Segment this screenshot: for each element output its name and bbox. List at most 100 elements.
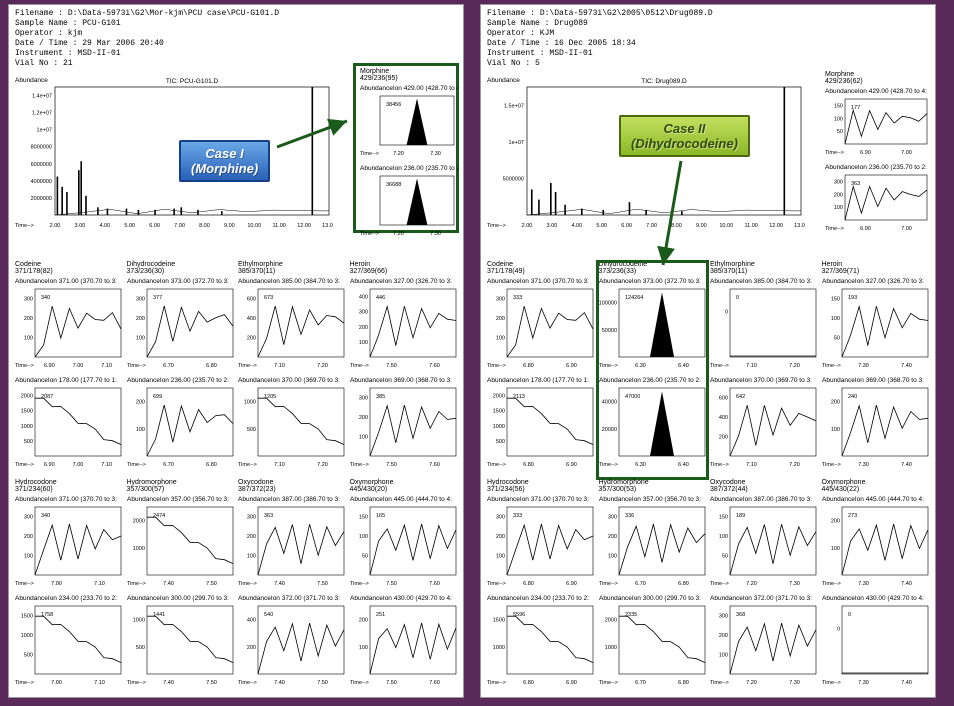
meta-filename: Filename : D:\Data-5973i\G2\Mor-kjm\PCU …	[15, 9, 457, 19]
svg-text:7.30: 7.30	[789, 581, 800, 587]
svg-text:7.30: 7.30	[430, 151, 441, 157]
svg-text:1441: 1441	[153, 612, 165, 618]
svg-text:200: 200	[135, 400, 144, 406]
svg-text:500: 500	[247, 427, 256, 433]
svg-text:1000: 1000	[132, 546, 144, 552]
svg-text:300: 300	[24, 515, 33, 521]
panel-case1: Filename : D:\Data-5973i\G2\Mor-kjm\PCU …	[8, 4, 464, 698]
svg-text:Time-->: Time-->	[360, 231, 379, 237]
subplot-oxycodone: Oxycodone387/372(23)AbundanceIon 387.00 …	[236, 479, 348, 697]
svg-text:12.00: 12.00	[769, 223, 783, 229]
svg-text:1500: 1500	[21, 614, 33, 620]
svg-text:2000: 2000	[604, 618, 616, 624]
subplot-grid-left: Codeine371/178(82)AbundanceIon 371.00 (3…	[13, 261, 459, 697]
svg-text:1000: 1000	[21, 424, 33, 430]
svg-text:AbundanceIon 430.00 (429.70 to: AbundanceIon 430.00 (429.70 to 4:	[822, 595, 924, 602]
meta-operator: Operator : KJM	[487, 29, 929, 39]
svg-text:100: 100	[834, 116, 843, 122]
svg-text:5.00: 5.00	[124, 223, 135, 229]
svg-text:6.70: 6.70	[635, 680, 646, 686]
svg-text:7.50: 7.50	[386, 581, 397, 587]
svg-text:340: 340	[41, 513, 50, 519]
svg-text:100: 100	[834, 205, 843, 211]
svg-text:100: 100	[496, 554, 505, 560]
svg-text:500: 500	[24, 653, 33, 659]
svg-text:300: 300	[607, 515, 616, 521]
svg-text:1205: 1205	[264, 394, 276, 400]
svg-text:100: 100	[358, 645, 367, 651]
svg-text:6.80: 6.80	[678, 581, 689, 587]
svg-text:7.10: 7.10	[94, 581, 105, 587]
arrow-case1	[269, 115, 359, 155]
svg-text:Abundance: Abundance	[15, 77, 48, 84]
svg-text:Time-->: Time-->	[599, 581, 618, 587]
svg-text:AbundanceIon 234.00 (233.70 to: AbundanceIon 234.00 (233.70 to 2:	[15, 595, 117, 602]
svg-text:7.10: 7.10	[746, 363, 757, 369]
svg-text:300: 300	[24, 297, 33, 303]
svg-text:500: 500	[496, 439, 505, 445]
svg-text:100: 100	[135, 336, 144, 342]
callout-line1: Case II	[663, 121, 705, 136]
meta-instrument: Instrument : MSD-II-01	[487, 49, 929, 59]
svg-text:7.50: 7.50	[386, 462, 397, 468]
svg-text:Time-->: Time-->	[599, 462, 618, 468]
svg-text:200: 200	[247, 534, 256, 540]
callout-line2: (Morphine)	[191, 161, 258, 176]
svg-text:200: 200	[24, 316, 33, 322]
meta-sample: Sample Name : PCU-G101	[15, 19, 457, 29]
svg-text:6.90: 6.90	[44, 363, 55, 369]
meta-datetime: Date / Time : 16 Dec 2005 18:34	[487, 39, 929, 49]
subplot-oxymorphone: Oxymorphone445/430(20)AbundanceIon 445.0…	[348, 479, 460, 697]
svg-text:AbundanceIon 369.00 (368.70 to: AbundanceIon 369.00 (368.70 to 3:	[350, 377, 452, 384]
svg-text:40000: 40000	[601, 400, 616, 406]
svg-text:6.70: 6.70	[635, 581, 646, 587]
svg-text:7.20: 7.20	[746, 581, 757, 587]
subplot-dihydrocodeine: Dihydrocodeine373/236(30)AbundanceIon 37…	[125, 261, 237, 479]
svg-text:7.40: 7.40	[163, 680, 174, 686]
svg-text:200: 200	[719, 633, 728, 639]
svg-text:100: 100	[607, 554, 616, 560]
svg-text:AbundanceIon 373.00 (372.70 to: AbundanceIon 373.00 (372.70 to 3:	[599, 278, 701, 285]
svg-text:6.80: 6.80	[523, 680, 534, 686]
svg-text:0: 0	[725, 310, 728, 316]
meta-filename: Filename : D:\Data-5973i\G2\2005\0512\Dr…	[487, 9, 929, 19]
meta-vial: Vial No : 5	[487, 59, 929, 69]
svg-text:AbundanceIon 327.00 (326.70 to: AbundanceIon 327.00 (326.70 to 3:	[822, 278, 924, 285]
svg-text:1000: 1000	[132, 618, 144, 624]
svg-text:500: 500	[135, 645, 144, 651]
svg-text:2113: 2113	[513, 394, 525, 400]
svg-text:300: 300	[834, 179, 843, 185]
svg-text:7.10: 7.10	[274, 363, 285, 369]
svg-text:36688: 36688	[386, 182, 401, 188]
svg-text:100: 100	[830, 316, 839, 322]
svg-text:2000: 2000	[21, 394, 33, 400]
svg-text:1e+07: 1e+07	[509, 140, 524, 146]
svg-text:AbundanceIon 445.00 (444.70 to: AbundanceIon 445.00 (444.70 to 4:	[822, 496, 924, 503]
svg-text:Time-->: Time-->	[238, 581, 257, 587]
svg-text:1000: 1000	[21, 633, 33, 639]
subplot-heroin: Heroin327/369(71)AbundanceIon 327.00 (32…	[820, 261, 932, 479]
svg-text:11.00: 11.00	[745, 223, 758, 229]
svg-text:6.30: 6.30	[635, 363, 646, 369]
svg-text:50: 50	[837, 129, 843, 135]
svg-text:Time-->: Time-->	[238, 363, 257, 369]
svg-text:AbundanceIon 372.00 (371.70 to: AbundanceIon 372.00 (371.70 to 3:	[710, 595, 812, 602]
svg-text:6.80: 6.80	[206, 462, 217, 468]
svg-text:100: 100	[358, 340, 367, 346]
svg-text:7.20: 7.20	[393, 151, 404, 157]
svg-text:600: 600	[719, 396, 728, 402]
svg-text:7.30: 7.30	[789, 680, 800, 686]
svg-text:Time-->: Time-->	[350, 363, 369, 369]
svg-text:7.00: 7.00	[51, 581, 62, 587]
svg-text:6.00: 6.00	[621, 223, 632, 229]
svg-text:Time-->: Time-->	[710, 462, 729, 468]
svg-text:7.00: 7.00	[51, 680, 62, 686]
svg-text:7.00: 7.00	[174, 223, 185, 229]
svg-text:AbundanceIon 327.00 (326.70 to: AbundanceIon 327.00 (326.70 to 3:	[350, 278, 452, 285]
svg-text:3.00: 3.00	[547, 223, 558, 229]
svg-text:300: 300	[247, 515, 256, 521]
subplot-hydrocodone: Hydrocodone371/234(60)AbundanceIon 371.0…	[13, 479, 125, 697]
svg-text:100: 100	[135, 427, 144, 433]
svg-text:2000: 2000	[493, 394, 505, 400]
side-morphine-pair: Morphine429/236(62)AbundanceIon 429.00 (…	[823, 71, 931, 229]
